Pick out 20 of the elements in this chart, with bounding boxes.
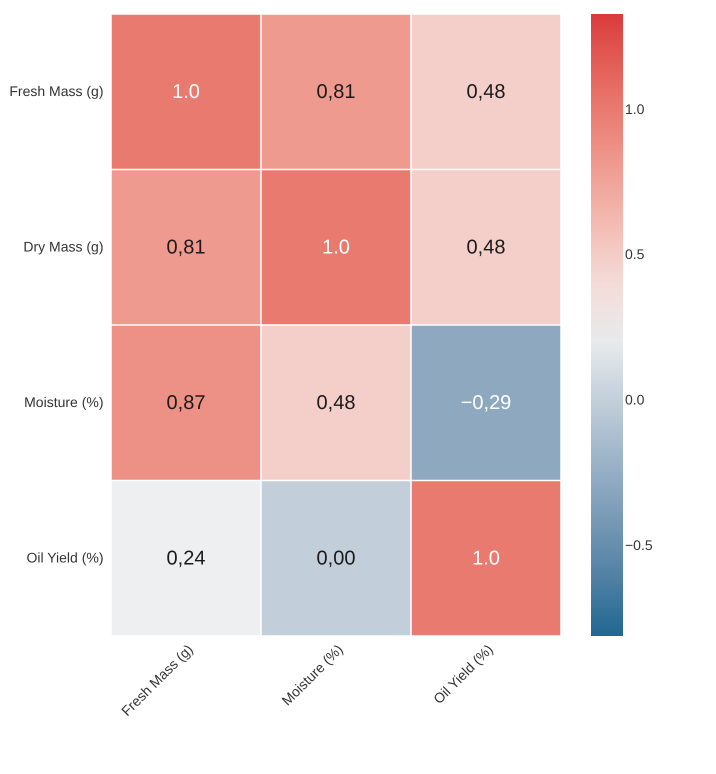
data-label: 0,00 (316, 547, 356, 570)
data-label: 0,48 (466, 80, 506, 103)
data-label: 0,48 (316, 392, 356, 414)
data-label: 0,87 (166, 392, 206, 414)
data-label: 0,24 (166, 547, 206, 570)
data-label: 1.0 (172, 80, 200, 103)
data-label: 1.0 (472, 547, 500, 570)
data-label: 1.0 (322, 236, 350, 258)
data-label: 0,81 (316, 80, 356, 103)
color-bar-label: −0.5 (625, 536, 653, 553)
y-tick-label: Moisture (%) (24, 394, 104, 410)
y-tick-label: Dry Mass (g) (23, 238, 104, 254)
y-tick-label: Fresh Mass (g) (9, 82, 104, 99)
data-label: −0,29 (460, 392, 512, 414)
color-bar-label: 0.0 (625, 392, 645, 408)
y-tick-label: Oil Yield (%) (26, 549, 104, 566)
color-bar-label: 1.0 (625, 100, 645, 117)
data-label: 0,48 (466, 236, 506, 258)
data-label: 0,81 (166, 236, 206, 258)
color-bar-label: 0.5 (625, 246, 645, 262)
